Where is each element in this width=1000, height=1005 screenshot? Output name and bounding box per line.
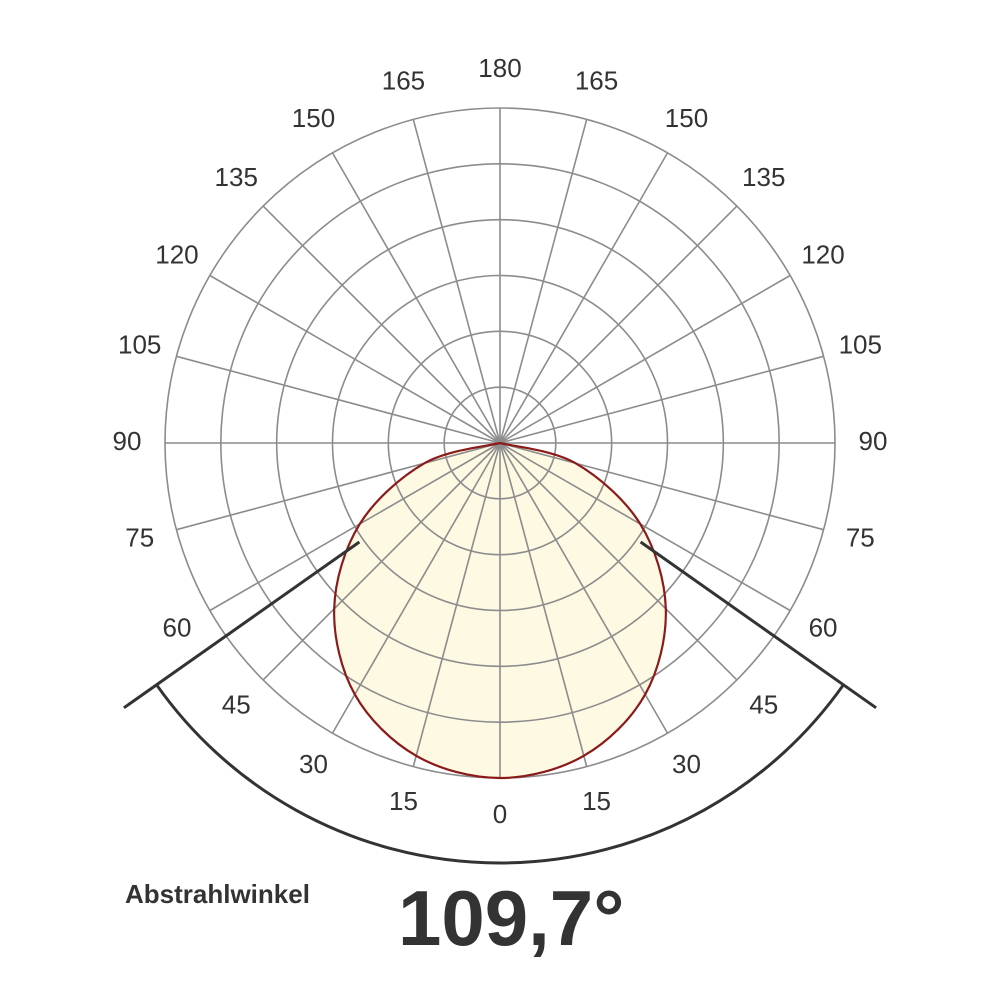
angle-label: 150 xyxy=(665,103,708,133)
angle-label: 75 xyxy=(125,522,154,552)
angle-label: 165 xyxy=(575,66,618,96)
grid-spoke xyxy=(331,442,501,734)
angle-label: 45 xyxy=(749,690,778,720)
beam-label: Abstrahlwinkel xyxy=(125,879,310,909)
angle-label: 135 xyxy=(742,162,785,192)
grid-spoke xyxy=(499,119,588,444)
angle-label: 180 xyxy=(478,53,521,83)
grid-spoke xyxy=(499,442,791,612)
angle-label: 15 xyxy=(389,786,418,816)
grid-spoke xyxy=(176,442,501,531)
beam-line xyxy=(123,540,361,710)
angle-label: 60 xyxy=(163,612,192,642)
angle-label: 60 xyxy=(809,612,838,642)
beam-line xyxy=(639,540,877,710)
angle-label: 30 xyxy=(672,749,701,779)
grid-spoke xyxy=(499,205,738,444)
grid-spoke xyxy=(262,205,501,444)
grid-spoke xyxy=(412,442,501,767)
angle-label: 0 xyxy=(493,799,507,829)
grid-spoke xyxy=(499,442,669,734)
angle-label: 120 xyxy=(801,239,844,269)
angle-label: 120 xyxy=(155,239,198,269)
angle-label: 45 xyxy=(222,690,251,720)
grid-spoke xyxy=(499,274,791,444)
grid-spoke xyxy=(331,152,501,444)
angle-label: 90 xyxy=(859,426,888,456)
grid-spoke xyxy=(499,442,588,767)
grid-spoke xyxy=(209,442,501,612)
angle-label: 105 xyxy=(118,329,161,359)
grid-spoke xyxy=(499,152,669,444)
angle-label: 30 xyxy=(299,749,328,779)
angle-label: 150 xyxy=(292,103,335,133)
grid-spoke xyxy=(209,274,501,444)
grid-spoke xyxy=(499,355,824,444)
angle-label: 90 xyxy=(113,426,142,456)
beam-arc xyxy=(155,683,845,865)
beam-angle: 109,7° xyxy=(398,874,624,962)
grid-spoke xyxy=(499,442,738,681)
grid-spoke xyxy=(412,119,501,444)
angle-label: 15 xyxy=(582,786,611,816)
angle-label: 75 xyxy=(846,522,875,552)
angle-label: 135 xyxy=(215,162,258,192)
angle-label: 165 xyxy=(382,66,425,96)
angle-label: 105 xyxy=(839,329,882,359)
grid-spoke xyxy=(262,442,501,681)
curve-line xyxy=(333,441,667,780)
grid-spoke xyxy=(176,355,501,444)
grid-spoke xyxy=(499,442,824,531)
